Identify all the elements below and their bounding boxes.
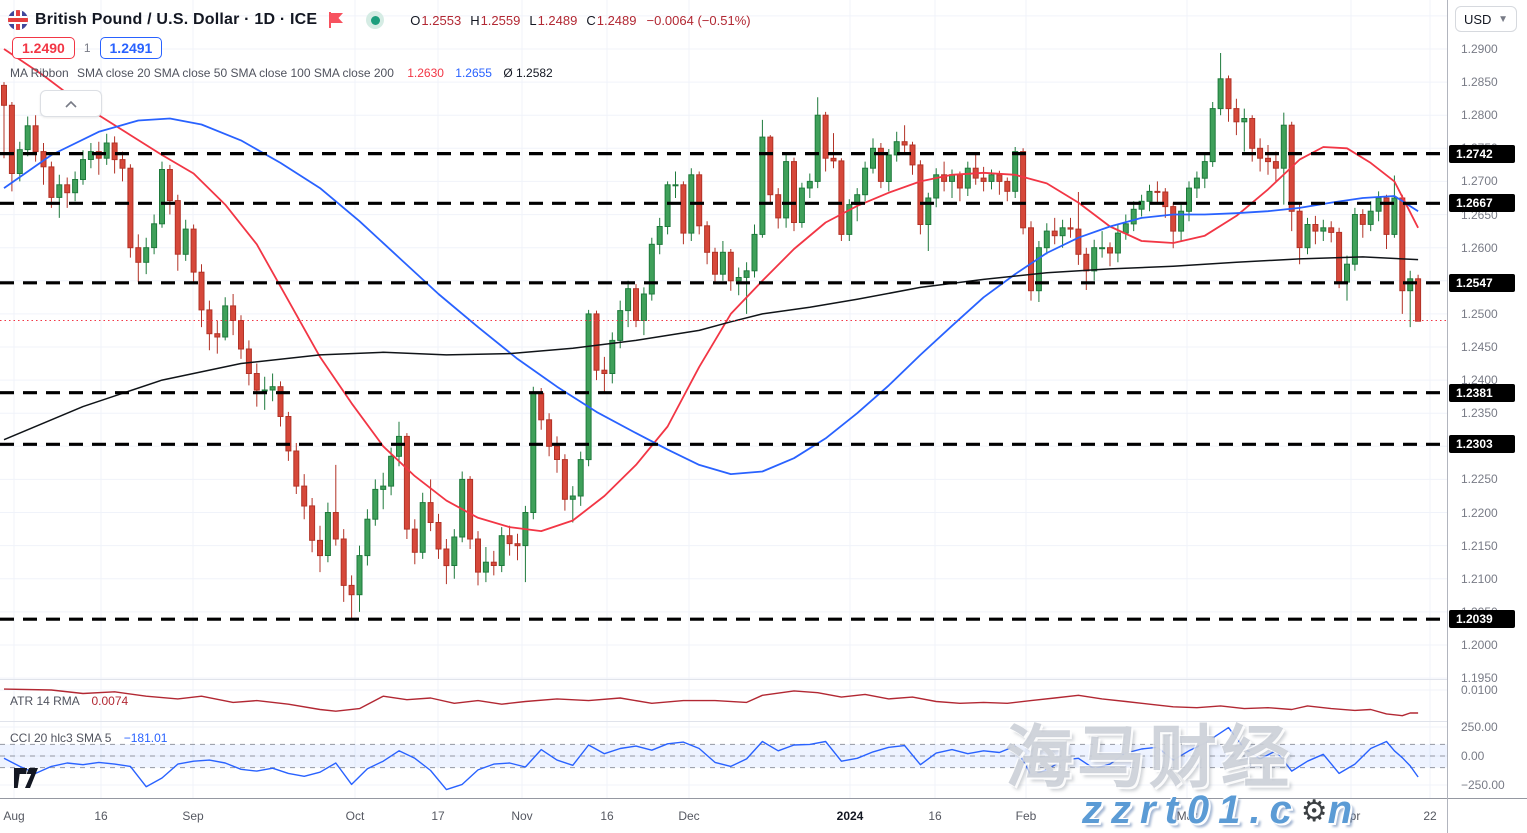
time-tick: Mar xyxy=(1176,809,1198,823)
time-tick: 16 xyxy=(94,809,108,823)
price-chart-canvas[interactable] xyxy=(0,0,1447,798)
time-tick: 2024 xyxy=(836,809,864,823)
price-label: 1.2600 xyxy=(1461,240,1498,255)
time-tick: 16 xyxy=(928,809,942,823)
ma-average-line xyxy=(3,256,1419,441)
price-axis[interactable]: USD▼ 1.29001.28501.28001.27501.27001.265… xyxy=(1447,0,1527,798)
price-label: 1.2400 xyxy=(1461,373,1498,388)
price-level-badge[interactable]: 1.2742 xyxy=(1449,144,1515,163)
time-axis[interactable]: Aug 16 Sep Oct 17 Nov 16 Dec 2024 16 Feb Mar Apr 22 xyxy=(0,798,1527,833)
price-label: 1.2850 xyxy=(1461,75,1498,90)
price-label: 1.1950 xyxy=(1461,671,1498,686)
pane-separator-atr[interactable] xyxy=(0,679,1527,680)
cci-axis-label: 0.00 xyxy=(1461,749,1485,763)
price-label: 1.2200 xyxy=(1461,505,1498,520)
price-label: 1.2700 xyxy=(1461,174,1498,189)
atr-title[interactable]: ATR 14 RMA xyxy=(10,694,80,708)
price-label: 1.2100 xyxy=(1461,571,1498,586)
indicator-params: SMA close 20 SMA close 50 SMA close 100 … xyxy=(77,66,394,80)
atr-value: 0.0074 xyxy=(91,694,129,708)
chevron-down-icon: ▼ xyxy=(1498,13,1508,25)
pane-separator-cci[interactable] xyxy=(0,721,1527,722)
currency-selector[interactable]: USD ▼ xyxy=(1455,6,1517,32)
time-tick: Dec xyxy=(678,809,700,823)
buy-price-button[interactable]: 1.2491 xyxy=(99,36,163,59)
watermark-site: zzrt01.c⚙n xyxy=(1082,788,1362,832)
price-label: 1.2150 xyxy=(1461,538,1498,553)
sma50-value: 1.2655 xyxy=(455,66,492,80)
spread-value: 1 xyxy=(83,40,91,55)
collapse-legend-button[interactable] xyxy=(40,90,102,117)
sell-price-button[interactable]: 1.2490 xyxy=(12,36,75,59)
price-label: 1.2900 xyxy=(1461,42,1498,56)
price-level-badge[interactable]: 1.2039 xyxy=(1449,610,1515,629)
bid-ask-row: 1.2490 1 1.2491 xyxy=(12,36,163,59)
cci-title[interactable]: CCI 20 hlc3 SMA 5 xyxy=(10,731,112,745)
time-tick: Nov xyxy=(511,809,533,823)
ohlc-readout: O1.2553 H1.2559 L1.2489 C1.2489 −0.0064 … xyxy=(410,12,751,28)
price-label: 1.2000 xyxy=(1461,637,1498,652)
watermark-cjk: 海马财经 xyxy=(1005,719,1294,798)
time-tick: Oct xyxy=(345,809,365,823)
price-label: 1.2800 xyxy=(1461,108,1498,123)
time-tick: Sep xyxy=(182,809,204,823)
cci-legend[interactable]: CCI 20 hlc3 SMA 5 −181.01 xyxy=(10,731,167,745)
ma-average-value: 1.2582 xyxy=(516,66,553,80)
axis-separator xyxy=(1447,0,1448,833)
cci-line xyxy=(3,726,1419,791)
cci-value: −181.01 xyxy=(123,731,168,745)
atr-legend[interactable]: ATR 14 RMA 0.0074 xyxy=(10,694,128,708)
indicator-name[interactable]: MA Ribbon xyxy=(10,66,69,80)
time-tick: 16 xyxy=(600,809,614,823)
sma50-line xyxy=(3,117,1419,476)
market-status-icon[interactable] xyxy=(366,11,385,29)
price-level-badge[interactable]: 1.2547 xyxy=(1449,273,1515,292)
price-label: 1.2250 xyxy=(1461,472,1498,487)
sma20-value: 1.2630 xyxy=(407,66,444,80)
time-tick: 17 xyxy=(431,809,445,823)
gbp-flag-icon xyxy=(8,10,28,30)
price-label: 1.2450 xyxy=(1461,339,1498,354)
chevron-up-icon xyxy=(65,95,77,113)
gear-icon[interactable]: ⚙ xyxy=(1300,795,1328,828)
price-level-badge[interactable]: 1.2667 xyxy=(1449,194,1515,213)
bookmark-flag-icon[interactable] xyxy=(329,12,344,28)
atr-line xyxy=(3,688,1419,717)
candles xyxy=(1,78,1422,596)
price-level-badge[interactable]: 1.2303 xyxy=(1449,435,1515,454)
price-level-badge[interactable]: 1.2381 xyxy=(1449,383,1515,402)
chart-header: British Pound / U.S. Dollar · 1D · ICE O… xyxy=(8,7,751,33)
symbol-title[interactable]: British Pound / U.S. Dollar · 1D · ICE xyxy=(35,11,318,28)
time-tick: Feb xyxy=(1015,809,1037,823)
atr-axis-label: 0.0100 xyxy=(1461,683,1498,697)
sma20-line xyxy=(3,48,1419,532)
cci-axis-label: −250.00 xyxy=(1461,778,1505,792)
cci-axis-label: 250.00 xyxy=(1461,720,1498,734)
change-readout: −0.0064 (−0.51%) xyxy=(646,12,751,28)
price-label: 1.2500 xyxy=(1461,306,1498,321)
tradingview-logo[interactable] xyxy=(11,768,44,794)
price-label: 1.2350 xyxy=(1461,406,1498,421)
time-tick: Apr xyxy=(1341,809,1361,823)
time-tick: 22 xyxy=(1423,809,1437,823)
time-tick: Aug xyxy=(3,809,25,823)
ma-ribbon-legend[interactable]: MA Ribbon SMA close 20 SMA close 50 SMA … xyxy=(10,66,553,80)
